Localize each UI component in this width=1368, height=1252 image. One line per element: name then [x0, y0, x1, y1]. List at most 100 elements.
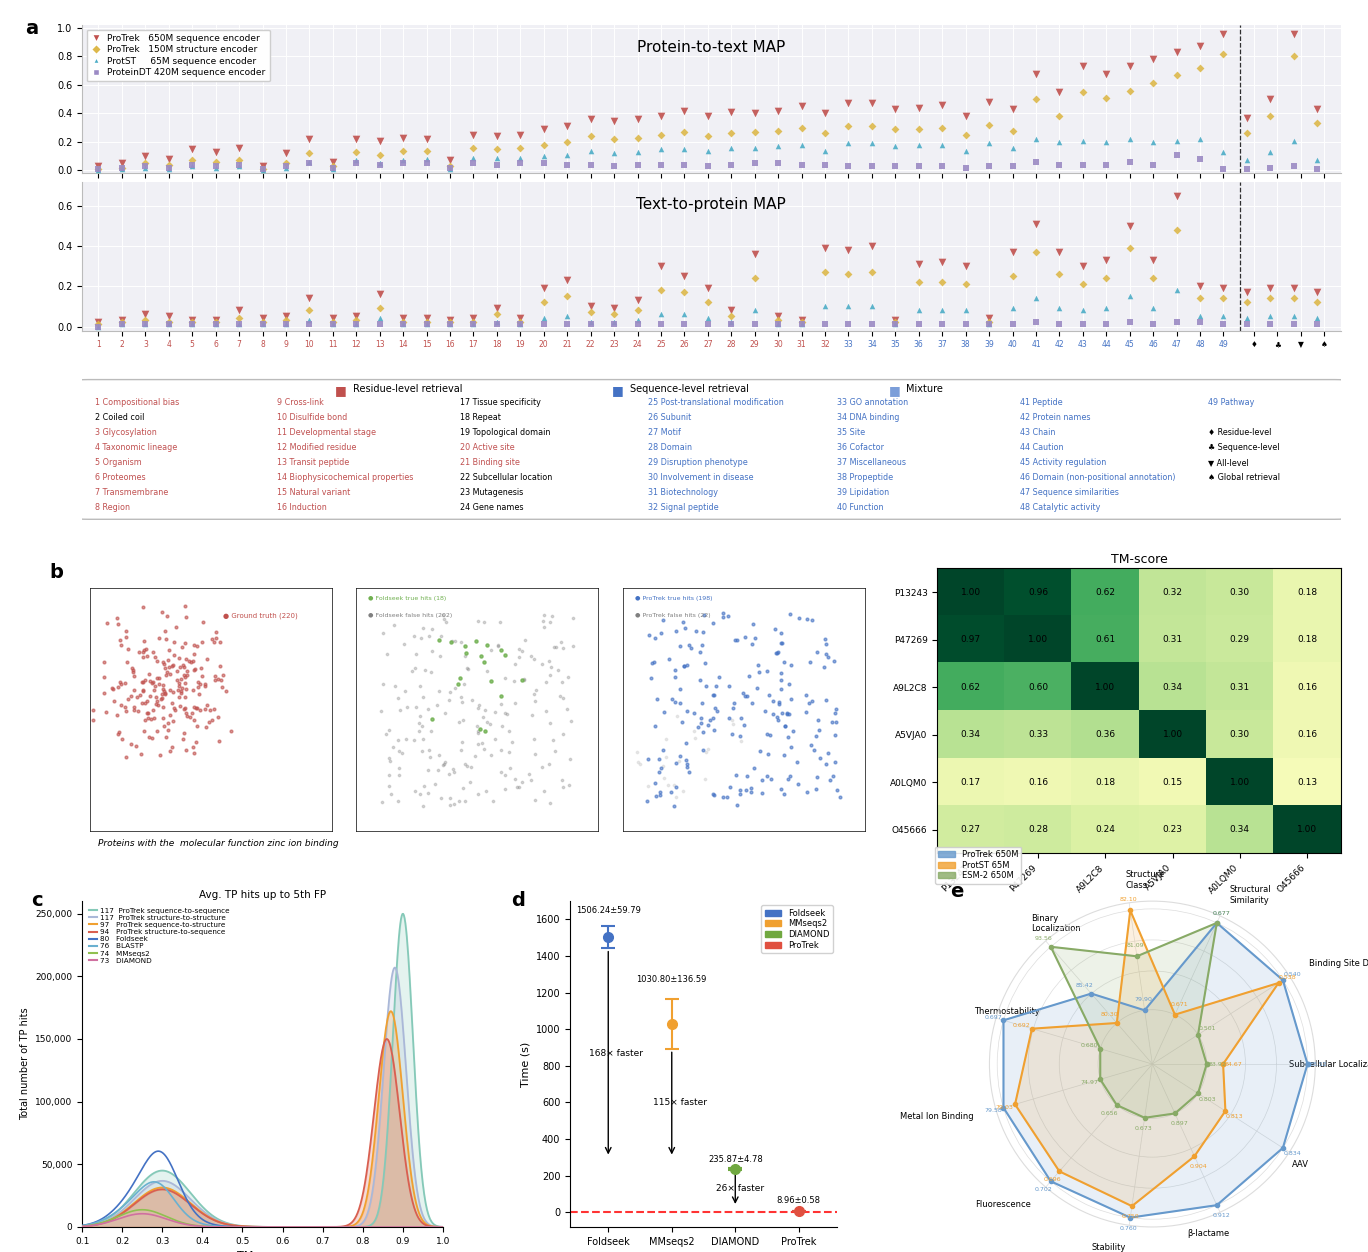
Point [1283, 307, 1305, 327]
Point [416, 308, 438, 328]
Point [1166, 65, 1187, 85]
Point [1235, 283, 1257, 303]
Point [814, 314, 836, 334]
Point [228, 314, 250, 334]
Point [1048, 298, 1070, 318]
Point [345, 314, 367, 334]
Point [369, 145, 391, 165]
Point [486, 313, 508, 333]
Text: 1.00: 1.00 [1027, 635, 1048, 644]
Point [580, 109, 602, 129]
Point [1073, 257, 1094, 277]
Point [205, 313, 227, 333]
Polygon shape [1015, 910, 1279, 1206]
Point [534, 135, 555, 155]
Text: 38 Propeptide: 38 Propeptide [837, 473, 893, 482]
Point [978, 314, 1000, 334]
Point [650, 106, 672, 126]
Point [1212, 24, 1234, 44]
Point [228, 138, 250, 158]
Point [157, 313, 179, 333]
Text: 11 Developmental stage: 11 Developmental stage [278, 428, 376, 437]
Text: 30 Involvement in disease: 30 Involvement in disease [648, 473, 754, 482]
Text: 19 Topological domain: 19 Topological domain [460, 428, 550, 437]
Point [1166, 187, 1187, 207]
Text: 0.538: 0.538 [1279, 974, 1297, 979]
Point [298, 314, 320, 334]
Point [603, 298, 625, 318]
Point [814, 297, 836, 317]
Text: 0.834: 0.834 [1283, 1152, 1301, 1157]
Text: 44 Caution: 44 Caution [1019, 443, 1063, 452]
Point [696, 106, 718, 126]
Point [509, 313, 531, 333]
Point [416, 153, 438, 173]
Point [884, 314, 906, 334]
Text: 235.87±4.78: 235.87±4.78 [707, 1154, 762, 1163]
Text: 79.90: 79.90 [1134, 997, 1152, 1002]
Point [182, 314, 204, 334]
Text: 0.904: 0.904 [1190, 1163, 1208, 1168]
Point [1142, 155, 1164, 175]
Text: 36 Cofactor: 36 Cofactor [837, 443, 884, 452]
Point [534, 119, 555, 139]
Text: 168× faster: 168× faster [590, 1049, 643, 1058]
Point [557, 314, 579, 334]
Point [1166, 313, 1187, 333]
Point [1025, 288, 1047, 308]
Point [88, 314, 109, 334]
Text: 1506.24±59.79: 1506.24±59.79 [576, 905, 640, 915]
Point [580, 314, 602, 334]
Point [860, 156, 882, 177]
Text: 46 Domain (non-positional annotation): 46 Domain (non-positional annotation) [1019, 473, 1175, 482]
Point [1096, 88, 1118, 108]
Point [1189, 129, 1211, 149]
Point [345, 314, 367, 334]
Text: 0.15: 0.15 [1163, 777, 1182, 786]
Point [860, 263, 882, 283]
Point [1235, 159, 1257, 179]
Point [88, 317, 109, 337]
Point [534, 146, 555, 167]
Point [1073, 274, 1094, 294]
Text: Proteins with the  molecular function zinc ion binding: Proteins with the molecular function zin… [98, 839, 339, 848]
Point [955, 158, 977, 178]
Point [486, 298, 508, 318]
Point [275, 314, 297, 334]
Point [767, 307, 789, 327]
Text: 39 Lipidation: 39 Lipidation [837, 488, 889, 497]
Text: 81.09: 81.09 [1126, 943, 1144, 948]
Point [696, 140, 718, 160]
Text: 0.677: 0.677 [1212, 910, 1230, 915]
Text: 47 Sequence similarities: 47 Sequence similarities [1019, 488, 1119, 497]
Text: 1.00: 1.00 [1230, 777, 1250, 786]
Point [88, 313, 109, 333]
Point [228, 156, 250, 177]
Point [932, 95, 953, 115]
Point [182, 313, 204, 333]
Point [932, 273, 953, 293]
Text: 0.97: 0.97 [960, 635, 981, 644]
Point [369, 308, 391, 328]
Point [814, 263, 836, 283]
Text: ♠ Global retrieval: ♠ Global retrieval [1208, 473, 1280, 482]
Text: 0.813: 0.813 [1226, 1114, 1244, 1119]
Point [252, 313, 274, 333]
Text: b: b [49, 562, 64, 582]
Point [978, 91, 1000, 111]
Point [837, 156, 859, 177]
Point [767, 100, 789, 120]
Text: 49 Pathway: 49 Pathway [1208, 398, 1254, 407]
Point [908, 135, 930, 155]
Point [321, 158, 343, 178]
Point [1306, 283, 1328, 303]
Point [1212, 44, 1234, 64]
Point [1189, 149, 1211, 169]
Point [696, 293, 718, 313]
Point [1142, 131, 1164, 151]
Text: 0.18: 0.18 [1297, 587, 1317, 597]
Point [673, 139, 695, 159]
Point [462, 125, 484, 145]
Point [1073, 314, 1094, 334]
Text: 0.692: 0.692 [1012, 1023, 1030, 1028]
